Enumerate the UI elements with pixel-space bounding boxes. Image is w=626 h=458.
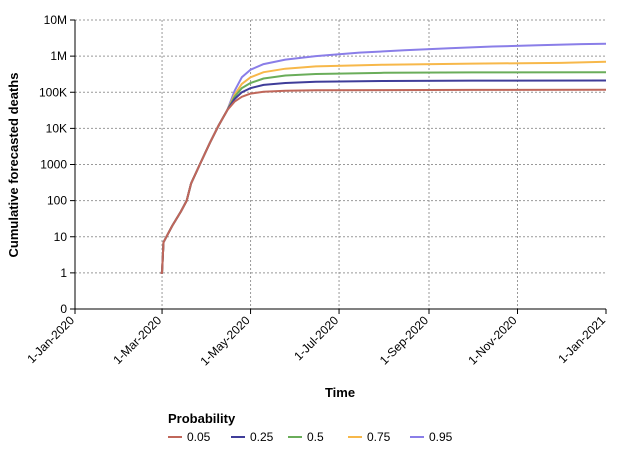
- y-tick-label: 1: [60, 266, 67, 280]
- legend-item-0-5: 0.5: [288, 430, 324, 444]
- series-line-0-5: [160, 71, 607, 274]
- y-tick-label: 10M: [44, 13, 67, 27]
- y-tick-label: 1M: [50, 49, 67, 63]
- x-tick-label: 1-May-2020: [197, 313, 252, 368]
- legend-label: 0.75: [367, 430, 391, 444]
- series-line-0-95: [160, 42, 607, 274]
- y-tick-label: 10: [54, 230, 68, 244]
- legend-item-0-25: 0.25: [231, 430, 274, 444]
- legend-label: 0.5: [307, 430, 324, 444]
- x-tick-label: 1-Jan-2020: [24, 313, 77, 366]
- series-layer: [160, 42, 607, 274]
- y-tick-label: 0: [60, 302, 67, 316]
- axes-layer: [70, 19, 607, 314]
- x-tick-label: 1-Nov-2020: [465, 313, 519, 367]
- x-tick-label: 1-Jan-2021: [555, 313, 608, 366]
- y-axis-title: Cumulative forecasted deaths: [6, 73, 21, 258]
- y-tick-label: 10K: [46, 121, 67, 135]
- grid-layer: [75, 19, 606, 309]
- legend-label: 0.95: [429, 430, 453, 444]
- y-tick-label: 1000: [40, 158, 67, 172]
- y-tick-label: 100K: [39, 85, 67, 99]
- x-tick-label: 1-Sep-2020: [377, 313, 431, 367]
- y-tick-label: 100: [47, 194, 67, 208]
- legend-item-0-75: 0.75: [348, 430, 391, 444]
- x-axis-title: Time: [325, 385, 355, 400]
- legend-item-0-95: 0.95: [410, 430, 453, 444]
- legend-label: 0.25: [250, 430, 274, 444]
- series-line-0-75: [160, 60, 607, 274]
- legend-label: 0.05: [187, 430, 211, 444]
- legend-item-0-05: 0.05: [168, 430, 211, 444]
- x-tick-label: 1-Mar-2020: [110, 313, 164, 367]
- x-tick-label: 1-Jul-2020: [291, 313, 341, 363]
- series-line-0-05: [160, 88, 607, 274]
- legend-title: Probability: [168, 411, 236, 426]
- legend-items: 0.05 0.25 0.5 0.75 0.95: [168, 430, 453, 444]
- legend: Probability 0.05 0.25 0.5 0.75 0.95: [168, 411, 453, 444]
